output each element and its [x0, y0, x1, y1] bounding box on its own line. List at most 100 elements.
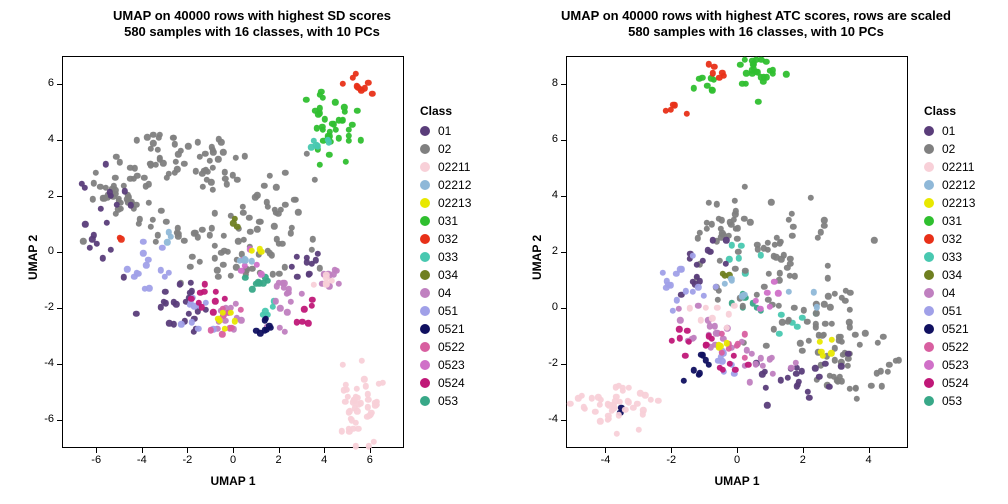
y-tick-label: 2: [48, 189, 54, 201]
x-tick-mark: [142, 448, 143, 453]
chart-title-line1: UMAP on 40000 rows with highest SD score…: [0, 8, 504, 24]
scatter-point: [660, 270, 666, 276]
legend-item: 032: [924, 230, 1004, 248]
legend-swatch-icon: [420, 270, 430, 280]
scatter-point: [719, 358, 725, 364]
scatter-point: [852, 332, 858, 338]
scatter-point: [682, 353, 688, 359]
x-tick-mark: [279, 448, 280, 453]
scatter-point: [238, 317, 244, 323]
legend-swatch-icon: [924, 234, 934, 244]
legend-label: 034: [942, 268, 962, 282]
scatter-point: [818, 229, 824, 235]
scatter-point: [749, 351, 755, 357]
legend-label: 02212: [438, 178, 471, 192]
scatter-point: [254, 262, 260, 268]
scatter-point: [192, 168, 198, 174]
legend-item: 02212: [924, 176, 1004, 194]
scatter-point: [737, 62, 743, 68]
scatter-point: [118, 236, 124, 242]
legend-label: 02213: [438, 196, 471, 210]
y-tick-mark: [57, 140, 62, 141]
scatter-point: [197, 290, 203, 296]
x-tick-mark: [187, 448, 188, 453]
scatter-point: [254, 226, 260, 232]
scatter-point: [299, 291, 305, 297]
scatter-point: [242, 274, 248, 280]
scatter-point: [691, 85, 697, 91]
scatter-point: [281, 329, 287, 335]
scatter-point: [271, 223, 277, 229]
scatter-point: [221, 296, 227, 302]
scatter-point: [742, 57, 748, 63]
legend-item: 033: [924, 248, 1004, 266]
scatter-point: [354, 408, 360, 414]
scatter-point: [207, 232, 213, 238]
scatter-point: [200, 183, 206, 189]
legend-swatch-icon: [924, 378, 934, 388]
scatter-point: [310, 236, 316, 242]
scatter-point: [732, 265, 738, 271]
scatter-point: [228, 272, 234, 278]
scatter-point: [806, 394, 812, 400]
scatter-point: [761, 283, 767, 289]
legend-swatch-icon: [420, 324, 430, 334]
scatter-point: [270, 304, 276, 310]
scatter-point: [732, 367, 738, 373]
scatter-point: [847, 386, 853, 392]
scatter-point: [163, 175, 169, 181]
x-tick-label: 0: [725, 454, 749, 466]
y-tick-mark: [561, 308, 566, 309]
scatter-point: [785, 288, 791, 294]
scatter-point: [261, 183, 267, 189]
scatter-point: [725, 346, 731, 352]
scatter-point: [131, 165, 137, 171]
scatter-point: [742, 331, 748, 337]
x-tick-label: 4: [857, 454, 881, 466]
scatter-point: [82, 221, 88, 227]
scatter-point: [753, 297, 759, 303]
scatter-point: [354, 108, 360, 114]
scatter-point: [346, 409, 352, 415]
scatter-point: [329, 278, 335, 284]
scatter-point: [896, 357, 902, 363]
scatter-point: [350, 74, 356, 80]
scatter-point: [252, 194, 258, 200]
legend-item: 032: [420, 230, 500, 248]
scatter-point: [578, 393, 584, 399]
scatter-point: [764, 290, 770, 296]
scatter-point: [187, 280, 193, 286]
scatter-point: [145, 257, 151, 263]
scatter-point: [260, 280, 266, 286]
scatter-point: [80, 238, 86, 244]
scatter-point: [886, 361, 892, 367]
legend-swatch-icon: [420, 198, 430, 208]
scatter-point: [332, 127, 338, 133]
scatter-point: [668, 337, 674, 343]
legend-swatch-icon: [924, 342, 934, 352]
scatter-point: [369, 90, 375, 96]
scatter-point: [695, 302, 701, 308]
y-tick-mark: [57, 420, 62, 421]
scatter-point: [358, 137, 364, 143]
scatter-point: [647, 396, 653, 402]
legend-swatch-icon: [420, 396, 430, 406]
scatter-point: [120, 274, 126, 280]
legend-swatch-icon: [924, 126, 934, 136]
scatter-point: [314, 251, 320, 257]
scatter-point: [358, 358, 364, 364]
scatter-point: [247, 229, 253, 235]
scatter-point: [862, 330, 868, 336]
scatter-point: [340, 81, 346, 87]
legend-item: 033: [420, 248, 500, 266]
scatter-point: [838, 363, 844, 369]
legend-label: 02: [942, 142, 955, 156]
scatter-point: [760, 78, 766, 84]
scatter-point: [810, 289, 816, 295]
x-tick-mark: [671, 448, 672, 453]
y-tick-mark: [561, 196, 566, 197]
scatter-point: [187, 264, 193, 270]
scatter-point: [273, 298, 279, 304]
scatter-point: [202, 151, 208, 157]
scatter-point: [696, 230, 702, 236]
